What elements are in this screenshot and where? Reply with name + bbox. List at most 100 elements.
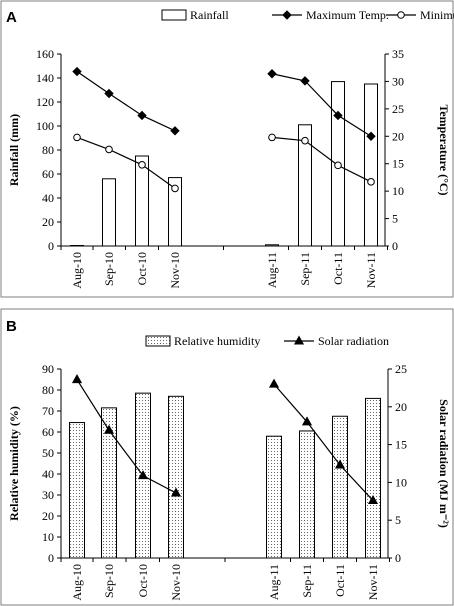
x-tick-label: Aug-11: [265, 252, 279, 288]
legend-label: Minimum Temp.: [420, 8, 454, 22]
left-tick-label: 100: [36, 119, 54, 133]
data-point: [105, 145, 113, 154]
right-tick-label: 5: [395, 513, 401, 527]
right-tick-label: 30: [392, 74, 404, 88]
bar: [365, 397, 381, 559]
x-tick-label: Sep-10: [102, 252, 116, 286]
data-point: [367, 178, 375, 186]
bar: [298, 124, 312, 247]
x-tick-label: Nov-10: [168, 252, 182, 289]
series-line: [76, 71, 176, 132]
right-tick-label: 15: [392, 157, 404, 171]
legend-swatch: [145, 335, 171, 347]
right-tick-label: 0: [395, 551, 401, 565]
x-tick-label: Sep-11: [298, 252, 312, 286]
data-point: [72, 66, 82, 77]
right-axis-title: Temperature (°C): [437, 104, 451, 195]
left-tick-label: 10: [42, 530, 54, 544]
series-line: [271, 136, 372, 183]
data-point: [367, 495, 379, 505]
x-tick-label: Nov-10: [169, 564, 183, 601]
right-tick-label: 25: [392, 102, 404, 116]
legend-marker: [293, 335, 305, 345]
bar: [102, 178, 116, 247]
right-tick-label: 0: [392, 239, 398, 253]
legend-marker: [282, 10, 292, 20]
bar: [364, 83, 378, 247]
data-point: [268, 133, 276, 142]
left-tick-label: 60: [42, 167, 54, 181]
x-tick-label: Oct-11: [331, 252, 345, 285]
panel-a-label: A: [6, 9, 17, 26]
panel-a-frame: [0, 0, 454, 298]
data-point: [301, 416, 313, 426]
panel-b-plot: 0 10 20 30 40 50 60 70 80 90 0 5 10 15 20 25 Aug-10 Sep-1…: [7, 362, 451, 601]
right-tick-label: 35: [392, 47, 404, 61]
bar: [265, 244, 279, 247]
data-point: [137, 470, 149, 480]
data-point: [170, 126, 180, 136]
left-tick-label: 70: [42, 404, 54, 418]
series-line: [76, 379, 177, 494]
left-tick-label: 30: [42, 488, 54, 502]
legend-label: Rainfall: [190, 8, 229, 22]
left-tick-label: 20: [42, 215, 54, 229]
left-tick-label: 120: [36, 95, 54, 109]
left-tick-label: 140: [36, 71, 54, 85]
right-tick-label: 10: [395, 475, 407, 489]
left-axis-title: Rainfall (mm): [7, 114, 21, 186]
legend-label: Maximum Temp.: [306, 8, 389, 22]
left-tick-label: 50: [42, 446, 54, 460]
left-tick-label: 80: [42, 383, 54, 397]
panel-a: A Rainfall Maximum Temp. Minimum Temp. 0 20…: [0, 0, 454, 298]
bar: [332, 415, 348, 559]
right-tick-label: 20: [395, 400, 407, 414]
panel-b-label: B: [6, 318, 17, 335]
left-tick-label: 20: [42, 509, 54, 523]
left-tick-label: 160: [36, 47, 54, 61]
x-tick-label: Sep-11: [300, 564, 314, 598]
data-point: [334, 459, 346, 469]
x-tick-label: Sep-10: [102, 564, 116, 598]
left-tick-label: 40: [42, 467, 54, 481]
data-point: [137, 110, 147, 121]
right-tick-label: 15: [395, 438, 407, 452]
legend-label: Relative humidity: [174, 334, 260, 348]
data-point: [333, 110, 343, 121]
data-point: [104, 88, 114, 99]
data-point: [71, 374, 83, 384]
legend-marker: [397, 11, 405, 19]
data-point: [138, 161, 146, 169]
left-tick-label: 60: [42, 425, 54, 439]
series-line: [271, 73, 372, 137]
panel-b-legend: Relative humidity Solar radiation: [145, 334, 389, 348]
data-point: [103, 424, 115, 434]
legend-label: Solar radiation: [318, 334, 389, 348]
data-point: [73, 133, 81, 142]
data-point: [300, 76, 310, 86]
bar: [69, 422, 85, 559]
series-line: [273, 383, 374, 501]
panel-a-plot: 0 20 40 60 80 100 120 140 160 0 5 10 15 20 25 30 35 Aug-1…: [7, 47, 451, 289]
right-tick-label: 10: [392, 184, 404, 198]
left-tick-label: 40: [42, 191, 54, 205]
x-tick-label: Oct-11: [333, 564, 347, 597]
left-tick-label: 80: [42, 143, 54, 157]
panel-a-legend: Rainfall Maximum Temp. Minimum Temp.: [161, 8, 454, 22]
right-tick-label: 25: [395, 362, 407, 376]
x-tick-label: Nov-11: [366, 564, 380, 600]
left-tick-label: 0: [48, 239, 54, 253]
data-point: [366, 131, 376, 141]
x-tick-label: Aug-11: [267, 564, 281, 600]
data-point: [301, 136, 309, 145]
bar: [168, 395, 184, 559]
data-point: [268, 378, 280, 388]
x-tick-label: Nov-11: [364, 252, 378, 288]
panel-b-frame: [0, 308, 454, 606]
bar: [135, 155, 149, 247]
right-tick-label: 5: [392, 212, 398, 226]
bar: [168, 177, 182, 247]
series-line: [76, 136, 176, 189]
bar: [101, 407, 117, 559]
